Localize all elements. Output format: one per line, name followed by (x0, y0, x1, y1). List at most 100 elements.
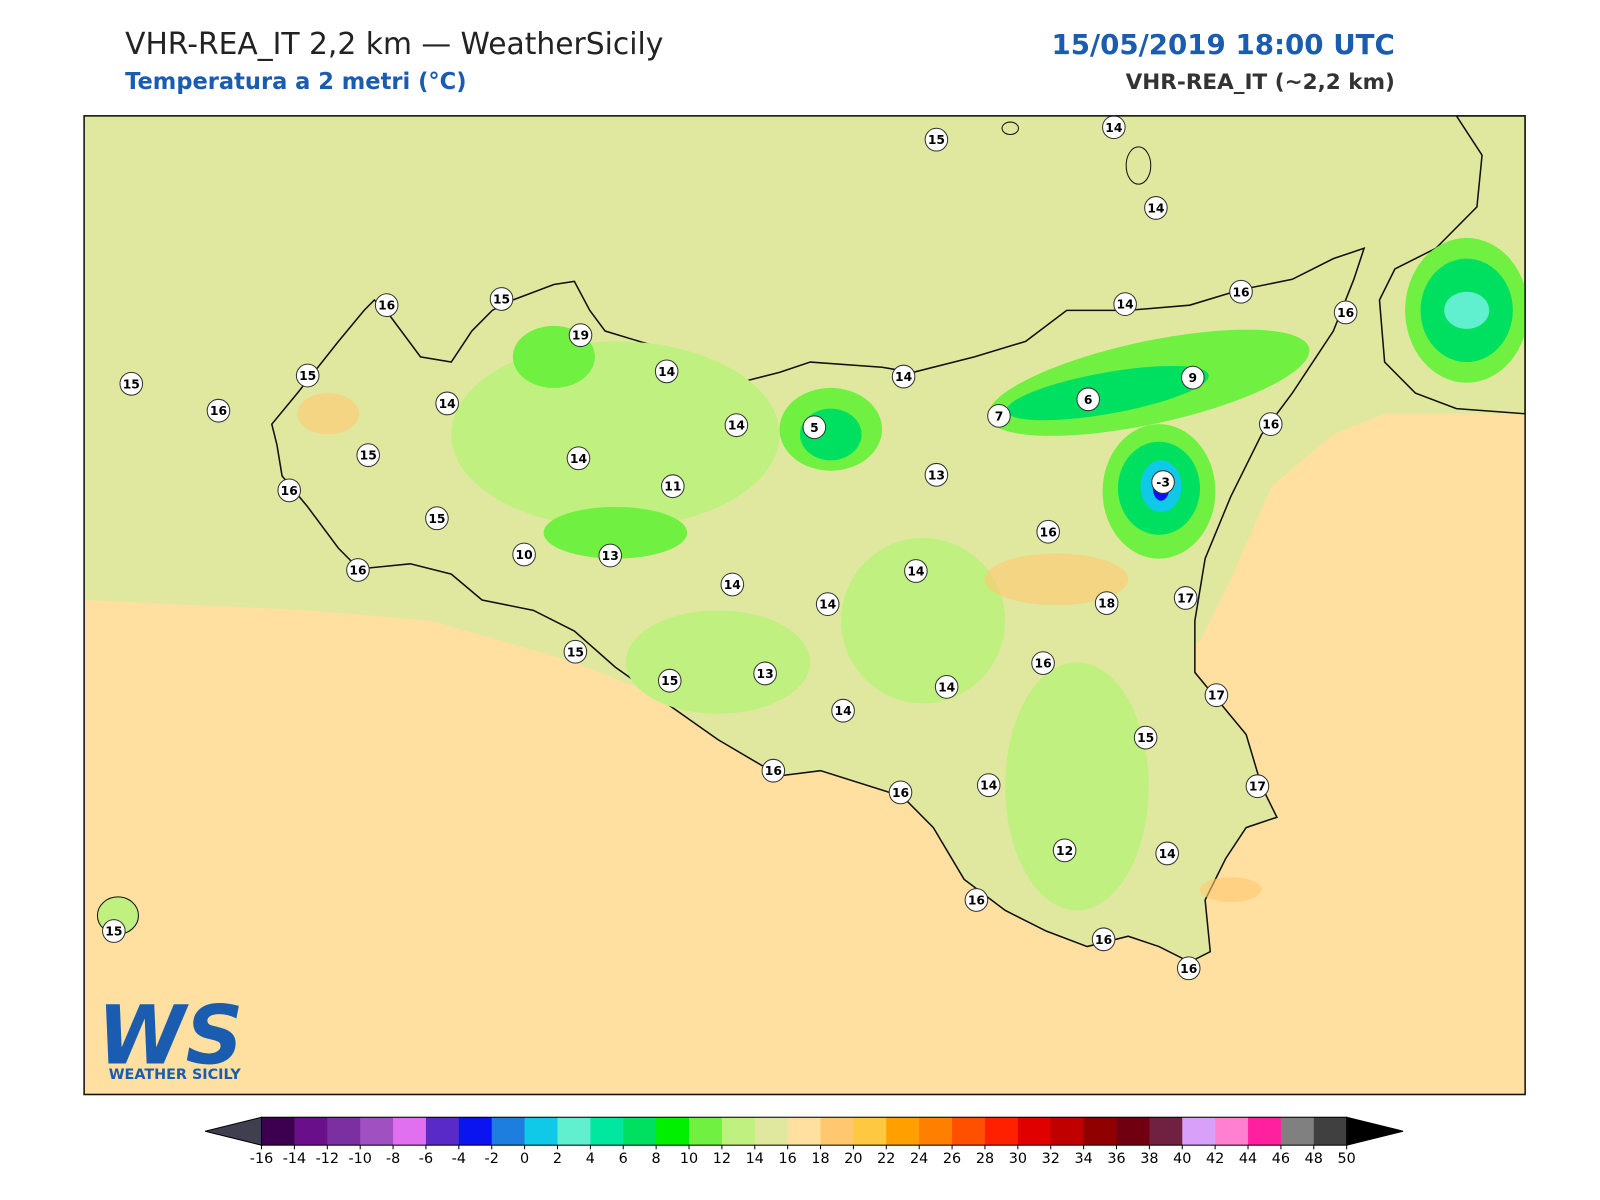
stations: 15 14 14 16 15 19 14 16 16 15 15 14 14 9 16 14 14 5 7 6 16 15… (102, 115, 1358, 981)
station-marker (1091, 927, 1116, 952)
station-value: 16 (1180, 962, 1197, 976)
station-value: 17 (1249, 780, 1266, 794)
colorbar-swatch (425, 1117, 460, 1146)
station-value: 17 (1208, 689, 1225, 703)
station-value: 17 (1177, 591, 1194, 605)
station-value: 16 (1262, 418, 1279, 432)
colorbar-tick-label: 6 (619, 1151, 628, 1167)
colorbar-swatch (656, 1117, 690, 1146)
station-value: 14 (439, 397, 457, 411)
station-marker (1076, 387, 1100, 412)
station-marker (934, 675, 959, 699)
station-value: 6 (1084, 393, 1093, 407)
station-value: 16 (1337, 306, 1354, 320)
station-marker (1113, 292, 1137, 317)
colorbar-tick-label: 40 (1173, 1151, 1191, 1167)
station-value: 15 (493, 292, 510, 306)
station-value: 16 (1035, 657, 1052, 671)
station-value: 13 (757, 667, 774, 681)
colorbar-tick-label: -8 (386, 1151, 400, 1167)
station-marker (1094, 591, 1119, 615)
station-marker (1245, 774, 1270, 799)
colorbar-tick-label: 34 (1074, 1151, 1092, 1167)
station-marker (277, 478, 302, 503)
colorbar-tick-label: 36 (1107, 1151, 1125, 1167)
station-value: 15 (360, 449, 377, 463)
mild-areas (451, 341, 1149, 911)
station-value: 14 (1105, 121, 1123, 135)
station-value: 14 (907, 565, 925, 579)
island (1001, 121, 1019, 135)
colorbar-over (1346, 1116, 1404, 1146)
station-marker (1176, 956, 1201, 981)
station-value: 15 (567, 645, 584, 659)
colorbar-swatch (984, 1117, 1019, 1146)
station-value: 16 (968, 894, 985, 908)
colorbar-swatch (820, 1117, 854, 1146)
station-marker (724, 413, 749, 438)
station-marker (1031, 651, 1055, 675)
station-value: 16 (210, 404, 227, 418)
station-marker (435, 391, 459, 416)
station-marker (566, 446, 591, 471)
station-marker (568, 323, 593, 348)
station-value: 16 (765, 764, 782, 778)
colorbar-swatch (261, 1117, 295, 1146)
colorbar-tick-label: -14 (283, 1151, 306, 1167)
station-value: 14 (728, 419, 746, 433)
subtitle: Temperatura a 2 metri (°C) (125, 69, 466, 95)
station-value: 7 (995, 409, 1004, 423)
colorbar-swatch (590, 1117, 624, 1146)
logo-text: WEATHER SICILY (109, 1067, 242, 1083)
station-value: 14 (938, 680, 956, 694)
station-marker (761, 758, 786, 783)
colorbar-swatch (557, 1117, 591, 1146)
colorbar-tick-label: -12 (316, 1151, 339, 1167)
colorbar-swatch (393, 1117, 427, 1146)
station-marker (1133, 725, 1158, 750)
station-marker (1155, 841, 1179, 866)
station-marker (815, 592, 840, 617)
station-value: 14 (658, 365, 676, 379)
station-value: 15 (428, 512, 445, 526)
station-marker (657, 668, 682, 693)
colorbar-swatch (1182, 1117, 1216, 1146)
station-marker (904, 559, 928, 583)
station-marker (425, 506, 449, 531)
station-value: 14 (819, 598, 837, 612)
station-marker (987, 403, 1011, 428)
station-marker (1204, 683, 1229, 708)
station-marker (1144, 196, 1168, 220)
station-marker (102, 919, 126, 943)
colorbar-tick-label: 12 (713, 1151, 731, 1167)
colorbar-frame (261, 1116, 1348, 1146)
station-value: 11 (664, 480, 681, 494)
colorbar-tick-label: -2 (485, 1151, 499, 1167)
colorbar-swatch (1017, 1117, 1052, 1146)
colorbar-under (205, 1116, 263, 1146)
station-marker (1036, 519, 1060, 544)
station-value: 15 (299, 369, 316, 383)
colorbar-tick-label: 26 (943, 1151, 961, 1167)
station-value: 14 (895, 370, 913, 384)
colorbar-tick-label: -16 (250, 1151, 273, 1167)
map-frame (83, 115, 1526, 1096)
station-marker (598, 543, 623, 568)
map: 15 14 14 16 15 19 14 16 16 15 15 14 14 9 16 14 14 5 7 6 16 15… (84, 115, 1526, 1095)
colorbar-tick-label: 38 (1140, 1151, 1158, 1167)
station-marker (374, 293, 399, 318)
colorbar-swatch (1050, 1117, 1085, 1146)
station-value: 16 (378, 299, 395, 313)
station-value: 9 (1189, 371, 1198, 385)
colorbar-tick-label: 50 (1338, 1151, 1356, 1167)
station-value: 16 (1232, 285, 1249, 299)
colorbar-swatch (1248, 1117, 1282, 1146)
colorbar-swatch (721, 1117, 756, 1146)
station-value: 14 (1159, 847, 1177, 861)
warm-areas (297, 393, 1262, 903)
station-marker (891, 364, 916, 389)
colorbar-tick-label: 2 (553, 1151, 562, 1167)
title: VHR-REA_IT 2,2 km — WeatherSicily (125, 27, 663, 62)
station-marker (802, 415, 827, 440)
colorbar-swatch (886, 1117, 920, 1146)
